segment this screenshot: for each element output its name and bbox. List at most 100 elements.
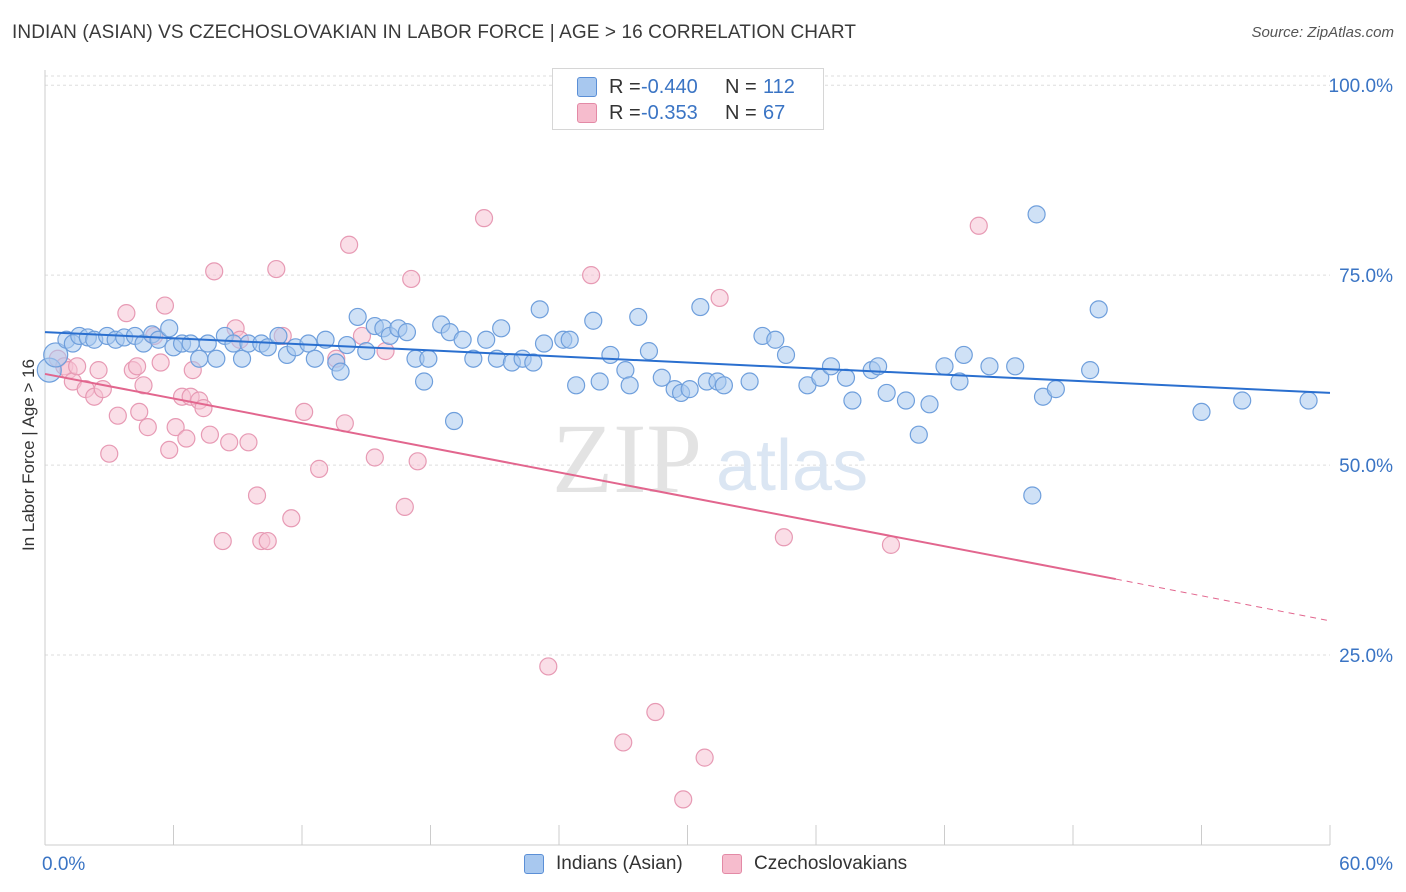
czechoslovakians-point: [376, 342, 395, 361]
indians-asian-point: [950, 372, 969, 391]
czechoslovakians-point: [710, 288, 729, 308]
czechoslovakians-point: [151, 353, 170, 372]
indians-asian-point: [181, 334, 200, 353]
indians-asian-point: [920, 395, 939, 414]
legend-row-czechoslovakians: R = -0.353 N = 67: [577, 99, 785, 127]
legend-r-value: -0.440: [641, 75, 698, 98]
x-tick-label-min: 0.0%: [42, 854, 85, 875]
czechoslovakians-point: [646, 702, 665, 722]
indians-asian-point: [639, 342, 659, 361]
indians-asian-point: [590, 372, 609, 391]
czechoslovakians-point: [774, 528, 793, 547]
y-tick-label-75: 75.0%: [1339, 266, 1393, 287]
czechoslovakians-point: [539, 657, 558, 676]
indians-asian-point: [766, 330, 785, 349]
trend-lines: [44, 331, 1331, 622]
czechoslovakians-point: [474, 209, 494, 228]
czechoslovakians-point: [881, 535, 901, 554]
indians-asian-point: [1192, 402, 1211, 422]
indians-asian-point: [305, 349, 324, 368]
indians-asian-point: [453, 330, 472, 349]
y-axis-label: In Labor Force | Age > 16: [19, 359, 38, 551]
czechoslovakians-point: [258, 531, 277, 551]
axes: [44, 70, 1331, 846]
indians-asian-point: [1081, 361, 1100, 380]
indians-asian-point: [232, 349, 252, 368]
indians-asian-point: [492, 319, 511, 338]
czechoslovakians-point: [674, 790, 693, 809]
watermark-zip: ZIP: [552, 403, 702, 514]
legend-r-value: -0.353: [641, 101, 698, 124]
y-tick-label-100: 100.0%: [1329, 76, 1394, 97]
czechoslovakians-point: [166, 418, 185, 437]
indians-asian-point: [877, 383, 896, 403]
czechoslovakians-point: [395, 497, 414, 516]
czechoslovakians-point: [239, 433, 258, 452]
czechoslovakians-point: [127, 357, 147, 376]
indians-asian-point: [836, 368, 856, 387]
czechoslovakians-point: [310, 459, 329, 478]
legend-r-label: R =: [609, 75, 641, 98]
czechoslovakians-point: [213, 531, 232, 551]
legend-n-value: 67: [763, 101, 786, 124]
indians-asian-point: [524, 353, 543, 372]
indians-asian-point: [530, 300, 549, 319]
indians-asian-point: [1027, 205, 1046, 224]
indians-asian-point: [419, 349, 438, 368]
indians-asian-point: [680, 380, 699, 399]
legend-swatch-blue: [577, 77, 597, 97]
czechoslovakians-trend-extension: [1115, 578, 1331, 622]
czechoslovakians-point: [68, 357, 87, 376]
y-tick-label-50: 50.0%: [1339, 456, 1393, 477]
czechoslovakians-point: [89, 361, 108, 380]
indians-asian-point: [691, 297, 710, 317]
series-legend-czechoslovakians: Czechoslovakians: [722, 852, 907, 876]
indians-asian-point: [316, 330, 335, 349]
legend-r-label: R =: [609, 101, 641, 124]
indians-asian-point: [1023, 486, 1042, 505]
indians-asian-point: [269, 326, 288, 346]
correlation-legend: R = -0.440 N = 112 R = -0.353 N = 67: [552, 68, 824, 130]
czechoslovakians-point: [340, 235, 359, 254]
czechoslovakians-point: [117, 304, 136, 323]
y-tick-label-25: 25.0%: [1339, 646, 1393, 667]
czechoslovakians-trend-line: [44, 372, 1117, 581]
indians-asian-point: [821, 357, 841, 376]
indians-asian-point: [714, 376, 734, 395]
indians-asian-point: [1006, 357, 1025, 376]
indians-asian-point: [397, 323, 417, 342]
czechoslovakians-point: [247, 486, 267, 505]
czechoslovakians-point: [402, 269, 421, 289]
series-label-indians: Indians (Asian): [556, 853, 683, 874]
series-legend-indians: Indians (Asian): [524, 852, 683, 876]
chart-title: INDIAN (ASIAN) VS CZECHOSLOVAKIAN IN LAB…: [12, 22, 857, 43]
czechoslovakians-point: [282, 509, 301, 528]
indians-asian-point: [43, 342, 69, 368]
czechoslovakians-point: [155, 296, 175, 315]
indians-asian-point: [337, 335, 357, 355]
legend-row-indians: R = -0.440 N = 112: [577, 73, 795, 101]
czechoslovakians-point: [614, 733, 633, 752]
czechoslovakians-point: [205, 262, 224, 281]
indians-asian-point: [444, 411, 464, 431]
indians-asian-point: [1299, 391, 1318, 410]
czechoslovakians-point: [582, 266, 601, 285]
czechoslovakians-point: [108, 406, 127, 425]
czechoslovakians-point: [267, 259, 286, 279]
indians-asian-point: [348, 307, 367, 327]
czechoslovakians-point: [365, 448, 384, 467]
indians-asian-point: [198, 334, 217, 353]
indians-asian-point: [740, 372, 759, 391]
indians-asian-point: [160, 319, 179, 338]
indians-asian-point: [190, 349, 209, 368]
series-swatch-blue: [524, 854, 544, 874]
x-tick-label-max: 60.0%: [1339, 854, 1393, 875]
czechoslovakians-point: [220, 433, 239, 452]
czechoslovakians-point: [695, 748, 714, 767]
indians-asian-point: [616, 361, 635, 380]
indians-asian-point: [1046, 380, 1065, 399]
czechoslovakians-point: [200, 425, 220, 444]
watermark-atlas: atlas: [716, 426, 868, 506]
indians-asian-point: [567, 376, 586, 395]
